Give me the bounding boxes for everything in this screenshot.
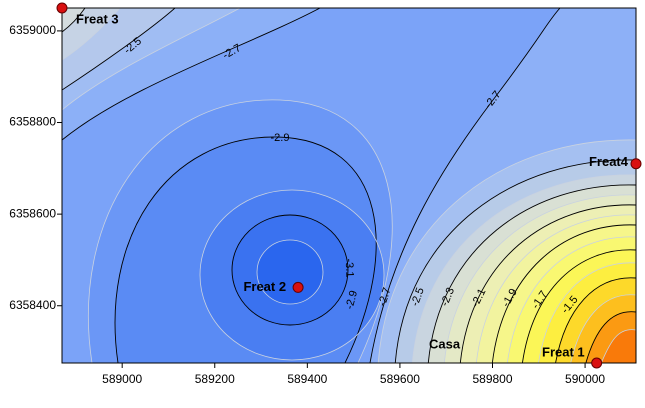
x-tick-label: 589600 xyxy=(380,372,420,386)
minor-contour-line xyxy=(476,214,636,363)
contour-line xyxy=(394,159,636,363)
minor-contour-line xyxy=(62,8,241,111)
contour-line xyxy=(62,8,176,91)
well-marker xyxy=(56,2,68,14)
contour-line xyxy=(62,8,86,33)
well-label: Freat 2 xyxy=(243,279,286,294)
well-marker xyxy=(591,357,603,369)
contour-line xyxy=(585,311,636,363)
well-label: Freat4 xyxy=(589,154,629,169)
minor-contour-line xyxy=(507,236,636,363)
contour-label: -2.9 xyxy=(271,132,290,144)
x-tick-label: 589800 xyxy=(472,372,512,386)
contour-band xyxy=(257,240,323,304)
well-marker xyxy=(630,158,642,170)
x-tick-label: 589400 xyxy=(287,372,327,386)
contour-lines xyxy=(62,8,636,363)
x-tick-label: 590000 xyxy=(565,372,605,386)
contour-line xyxy=(491,224,636,363)
contour-band xyxy=(62,8,85,32)
minor-contour-line xyxy=(411,174,636,363)
minor-contour-line xyxy=(538,262,636,363)
well-label: Freat 3 xyxy=(76,11,119,26)
x-tick-label: 589000 xyxy=(102,372,142,386)
y-tick-label: 6358600 xyxy=(9,206,56,220)
plot-frame xyxy=(61,7,637,364)
minor-contour-line xyxy=(570,294,636,363)
well-label: Freat 1 xyxy=(542,344,585,359)
contour-label: -2.7 xyxy=(376,286,393,308)
contour-line xyxy=(62,8,321,141)
contour-line xyxy=(114,136,377,363)
minor-contour-line xyxy=(256,239,324,305)
contour-line xyxy=(459,204,636,363)
contour-label: -3.1 xyxy=(343,258,356,277)
x-tick-label: 589200 xyxy=(195,372,235,386)
contour-line xyxy=(231,214,349,326)
contour-line xyxy=(427,184,636,363)
contour-line xyxy=(522,249,636,363)
annotation: Casa xyxy=(429,336,461,351)
well-marker xyxy=(292,281,304,293)
minor-contour-line xyxy=(199,189,385,361)
minor-contour-line xyxy=(88,99,393,363)
contour-label: -2.9 xyxy=(344,289,361,310)
y-tick-label: 6358400 xyxy=(9,298,56,312)
contour-band xyxy=(601,329,636,363)
minor-contour-line xyxy=(377,139,636,363)
y-tick-label: 6358800 xyxy=(9,115,56,129)
contour-line xyxy=(555,277,636,363)
minor-contour-line xyxy=(443,194,636,363)
contour-line xyxy=(369,8,561,363)
contour-band xyxy=(62,8,120,60)
minor-contour-line xyxy=(62,8,121,61)
y-tick-label: 6359000 xyxy=(9,23,56,37)
